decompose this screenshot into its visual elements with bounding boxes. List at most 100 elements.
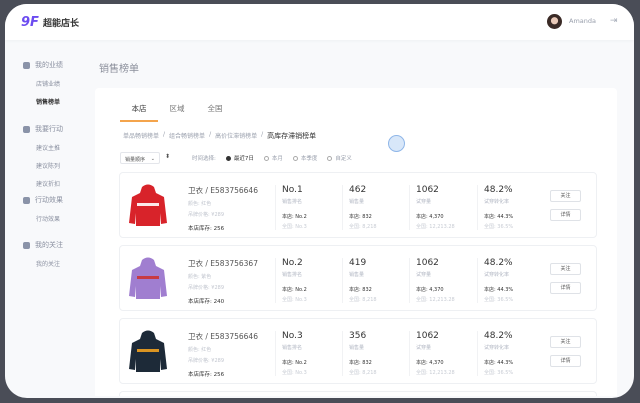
product-price: 吊牌价格: ¥289 xyxy=(188,285,224,291)
breadcrumb-item[interactable]: 高价位滞销榜单 xyxy=(215,133,258,140)
rank-value: No.3 xyxy=(282,331,303,341)
sales-national: 全国: 8,218 xyxy=(349,370,377,376)
sidebar-group-header[interactable]: 我要行动 xyxy=(23,124,63,134)
product-price: 吊牌价格: ¥289 xyxy=(188,358,224,364)
conv-value: 48.2% xyxy=(484,258,513,268)
sidebar-item[interactable]: 行动效果 xyxy=(36,216,61,223)
sales-label: 销售量 xyxy=(349,272,365,278)
radio-dot xyxy=(292,155,298,161)
sort-select[interactable]: 销量顺序 ⌄ xyxy=(120,152,160,164)
stat-sales: 419 销售量 本店: 832 全国: 8,218 xyxy=(342,258,402,303)
sidebar-item[interactable]: 销售榜单 xyxy=(36,99,61,106)
sales-label: 销售量 xyxy=(349,199,365,205)
radio-this-quarter[interactable]: 本季度 xyxy=(292,154,317,162)
rank-store: 本店: No.2 xyxy=(282,360,307,366)
product-name[interactable]: 卫衣 / E583756646 xyxy=(188,186,258,195)
sidebar-item[interactable]: 建议折扣 xyxy=(36,181,61,188)
conv-value: 48.2% xyxy=(484,331,513,341)
stat-tries: 1062 试穿量 本店: 4,370 全国: 12,213.28 xyxy=(409,331,469,376)
rank-label: 销售排名 xyxy=(282,199,303,205)
radio-this-month[interactable]: 本月 xyxy=(263,154,283,162)
sidebar-group-label: 我的业绩 xyxy=(35,61,63,69)
tries-value: 1062 xyxy=(416,331,439,341)
product-stock: 本店库存: 256 xyxy=(188,226,225,232)
product-info: 卫衣 / E583756646 颜色: 红色 吊牌价格: ¥289 本店库存: … xyxy=(188,331,258,378)
stat-sales: 356 销售量 本店: 832 全国: 8,218 xyxy=(342,331,402,376)
radio-dot xyxy=(263,155,269,161)
sidebar-group-header[interactable]: 我的关注 xyxy=(23,240,63,250)
sidebar-group-label: 行动效果 xyxy=(35,196,63,204)
sidebar-group: 行动效果 行动效果 xyxy=(23,195,63,223)
sidebar-group-header[interactable]: 我的业绩 xyxy=(23,60,63,70)
conv-label: 试穿转化率 xyxy=(484,272,510,278)
sidebar-item[interactable]: 建议陈列 xyxy=(36,163,61,170)
sidebar-item[interactable]: 建议主推 xyxy=(36,145,61,152)
sidebar-group-header[interactable]: 行动效果 xyxy=(23,195,63,205)
sort-select-value: 销量顺序 xyxy=(125,157,146,163)
conv-label: 试穿转化率 xyxy=(484,345,510,351)
radio-label: 自定义 xyxy=(335,156,352,162)
stat-rank: No.3 销售排名 本店: No.2 全国: No.3 xyxy=(275,331,335,376)
radio-dot xyxy=(225,155,231,161)
conv-value: 48.2% xyxy=(484,185,513,195)
rank-store: 本店: No.2 xyxy=(282,287,307,293)
stat-conv: 48.2% 试穿转化率 本店: 44.3% 全国: 36.5% xyxy=(477,185,537,230)
tries-store: 本店: 4,370 xyxy=(416,287,444,293)
rank-national: 全国: No.3 xyxy=(282,297,307,303)
breadcrumb-item[interactable]: 组合畅销榜单 xyxy=(169,133,206,140)
sidebar-item[interactable]: 我的关注 xyxy=(36,261,61,268)
main-panel: 本店 区域 全国 单品畅销榜单 / 组合畅销榜单 / 高价位滞销榜单 / 高库存滞销榜… xyxy=(95,88,617,396)
tab-store[interactable]: 本店 xyxy=(120,103,158,122)
sidebar-group: 我要行动建议主推建议陈列建议折扣 xyxy=(23,124,63,188)
tries-value: 1062 xyxy=(416,258,439,268)
rank-national: 全国: No.3 xyxy=(282,224,307,230)
radio-last-7-days[interactable]: 最近7日 xyxy=(225,154,254,162)
conv-store: 本店: 44.3% xyxy=(484,287,514,293)
logo[interactable]: 9F 超能店长 xyxy=(21,15,79,30)
rank-label: 销售排名 xyxy=(282,345,303,351)
product-row: 卫衣 / E583756367 颜色: 紫色 吊牌价格: ¥289 本店库存: … xyxy=(119,245,597,311)
product-row: 卫衣 / E583756646 颜色: 红色 吊牌价格: ¥289 本店库存: … xyxy=(119,318,597,384)
radio-label: 本月 xyxy=(271,156,283,162)
tries-label: 试穿量 xyxy=(416,272,432,278)
product-name[interactable]: 卫衣 / E583756367 xyxy=(188,259,258,268)
follow-button[interactable]: 关注 xyxy=(550,190,581,202)
logout-icon[interactable]: ⇥ xyxy=(610,16,618,26)
top-bar: 9F 超能店长 Amanda ⇥ xyxy=(5,4,634,40)
detail-button[interactable]: 详情 xyxy=(550,209,581,221)
follow-button[interactable]: 关注 xyxy=(550,336,581,348)
stat-tries: 1062 试穿量 本店: 4,370 全国: 12,213.28 xyxy=(409,185,469,230)
rank-national: 全国: No.3 xyxy=(282,370,307,376)
user-name[interactable]: Amanda xyxy=(569,17,596,25)
logo-mark: 9F xyxy=(21,15,39,30)
sidebar-group-label: 我要行动 xyxy=(35,125,63,133)
breadcrumb-separator: / xyxy=(209,131,212,138)
sidebar-group-label: 我的关注 xyxy=(35,241,63,249)
radio-label: 最近7日 xyxy=(233,156,254,162)
avatar[interactable] xyxy=(547,14,562,29)
product-name[interactable]: 卫衣 / E583756646 xyxy=(188,332,258,341)
tab-national[interactable]: 全国 xyxy=(207,104,223,113)
conv-national: 全国: 36.5% xyxy=(484,297,514,303)
product-row: 卫衣 / E583756646 颜色: 红色 吊牌价格: ¥289 本店库存: … xyxy=(119,172,597,238)
detail-button[interactable]: 详情 xyxy=(550,282,581,294)
cursor-indicator xyxy=(388,135,405,152)
sort-order-icon[interactable]: ⬍ xyxy=(165,153,171,160)
detail-button[interactable]: 详情 xyxy=(550,355,581,367)
product-stock: 本店库存: 256 xyxy=(188,372,225,378)
rank-value: No.2 xyxy=(282,258,303,268)
product-color: 颜色: 紫色 xyxy=(188,274,212,280)
time-filter-label: 时间选择: xyxy=(192,156,216,162)
sidebar-item[interactable]: 店铺业绩 xyxy=(36,81,61,88)
sales-store: 本店: 832 xyxy=(349,214,372,220)
breadcrumb-item[interactable]: 单品畅销榜单 xyxy=(123,133,160,140)
sales-value: 356 xyxy=(349,331,367,341)
radio-custom[interactable]: 自定义 xyxy=(327,154,352,162)
product-stock: 本店库存: 240 xyxy=(188,299,225,305)
tab-region[interactable]: 区域 xyxy=(169,104,185,113)
rank-label: 销售排名 xyxy=(282,272,303,278)
radio-dot xyxy=(327,155,333,161)
follow-button[interactable]: 关注 xyxy=(550,263,581,275)
breadcrumb-current[interactable]: 高库存滞销榜单 xyxy=(267,132,317,140)
stat-tries: 1062 试穿量 本店: 4,370 全国: 12,213.28 xyxy=(409,258,469,303)
